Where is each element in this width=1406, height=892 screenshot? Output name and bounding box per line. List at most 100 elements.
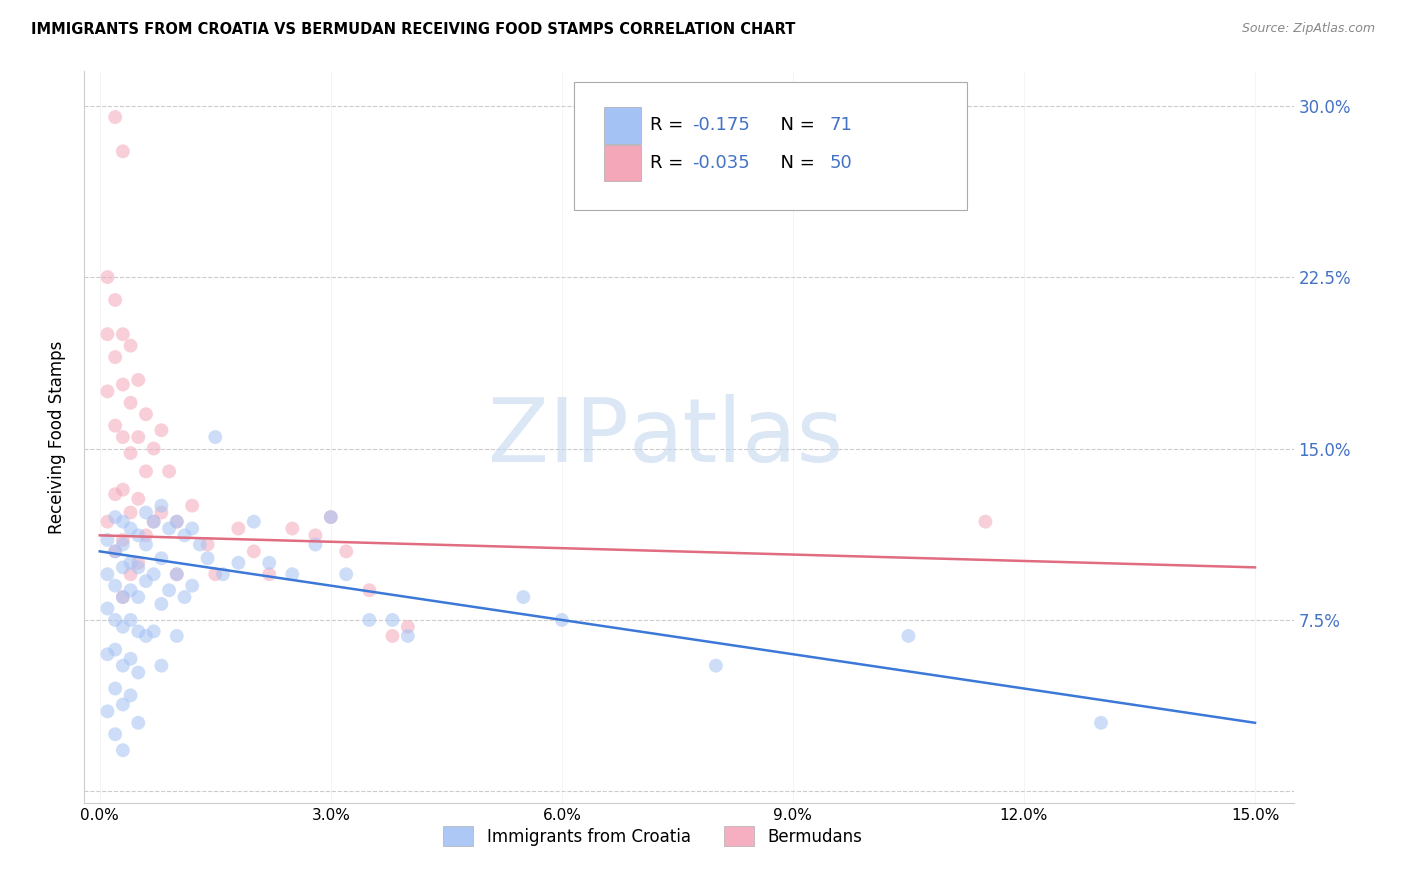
Point: [120, 506, 142, 520]
Point: [120, 583, 142, 598]
Legend: Immigrants from Croatia, Bermudans: Immigrants from Croatia, Bermudans: [436, 820, 869, 853]
Text: R =: R =: [650, 153, 689, 172]
Point: [111, 533, 134, 547]
Point: [166, 515, 188, 529]
Point: [96, 270, 118, 285]
Point: [120, 652, 142, 666]
Point: [257, 567, 280, 582]
Point: [104, 350, 127, 364]
Point: [319, 510, 342, 524]
Point: [96, 705, 118, 719]
FancyBboxPatch shape: [574, 82, 967, 211]
Point: [257, 556, 280, 570]
Point: [135, 537, 157, 551]
Point: [135, 528, 157, 542]
Text: 71: 71: [830, 117, 852, 135]
Point: [104, 544, 127, 558]
Point: [319, 510, 342, 524]
Point: [104, 487, 127, 501]
Point: [197, 537, 219, 551]
Text: N =: N =: [769, 117, 820, 135]
Point: [111, 327, 134, 342]
Text: ZIP: ZIP: [488, 393, 628, 481]
Point: [120, 339, 142, 353]
Point: [135, 574, 157, 588]
Point: [96, 533, 118, 547]
Point: [96, 384, 118, 399]
Point: [150, 551, 173, 566]
Point: [127, 373, 149, 387]
Point: [335, 567, 357, 582]
Point: [104, 544, 127, 558]
Point: [96, 567, 118, 582]
Point: [96, 515, 118, 529]
Text: -0.035: -0.035: [693, 153, 751, 172]
Point: [120, 613, 142, 627]
Point: [304, 537, 326, 551]
Point: [1090, 715, 1112, 730]
Point: [127, 665, 149, 680]
Point: [104, 681, 127, 696]
Point: [897, 629, 920, 643]
Point: [166, 567, 188, 582]
Point: [188, 537, 211, 551]
Point: [142, 624, 165, 639]
Point: [551, 613, 574, 627]
Point: [166, 629, 188, 643]
Point: [111, 590, 134, 604]
Point: [704, 658, 727, 673]
Point: [135, 506, 157, 520]
Point: [204, 430, 226, 444]
Point: [173, 590, 195, 604]
Point: [150, 506, 173, 520]
Point: [212, 567, 235, 582]
Point: [181, 579, 204, 593]
Point: [142, 567, 165, 582]
Point: [127, 560, 149, 574]
Point: [127, 556, 149, 570]
Text: N =: N =: [769, 153, 820, 172]
Point: [150, 499, 173, 513]
Point: [127, 624, 149, 639]
Point: [104, 110, 127, 124]
Point: [111, 515, 134, 529]
Point: [111, 537, 134, 551]
Point: [135, 629, 157, 643]
Point: [104, 642, 127, 657]
Point: [111, 620, 134, 634]
Point: [111, 590, 134, 604]
Point: [142, 442, 165, 456]
Point: [120, 521, 142, 535]
Point: [157, 583, 180, 598]
Point: [197, 551, 219, 566]
Point: [127, 491, 149, 506]
Point: [111, 145, 134, 159]
Point: [166, 567, 188, 582]
Text: R =: R =: [650, 117, 689, 135]
Point: [104, 579, 127, 593]
Point: [396, 620, 419, 634]
Text: 50: 50: [830, 153, 852, 172]
Point: [111, 658, 134, 673]
Point: [157, 521, 180, 535]
Point: [142, 515, 165, 529]
Point: [512, 590, 534, 604]
Point: [150, 597, 173, 611]
Point: [127, 430, 149, 444]
Point: [359, 583, 381, 598]
Point: [243, 544, 266, 558]
Point: [96, 327, 118, 342]
Point: [127, 715, 149, 730]
Text: IMMIGRANTS FROM CROATIA VS BERMUDAN RECEIVING FOOD STAMPS CORRELATION CHART: IMMIGRANTS FROM CROATIA VS BERMUDAN RECE…: [31, 22, 796, 37]
Point: [228, 556, 250, 570]
Point: [281, 567, 304, 582]
Point: [104, 727, 127, 741]
Point: [96, 647, 118, 661]
Point: [104, 418, 127, 433]
Point: [381, 629, 404, 643]
Text: Source: ZipAtlas.com: Source: ZipAtlas.com: [1241, 22, 1375, 36]
Point: [111, 430, 134, 444]
Point: [335, 544, 357, 558]
Point: [135, 407, 157, 421]
FancyBboxPatch shape: [605, 145, 641, 181]
